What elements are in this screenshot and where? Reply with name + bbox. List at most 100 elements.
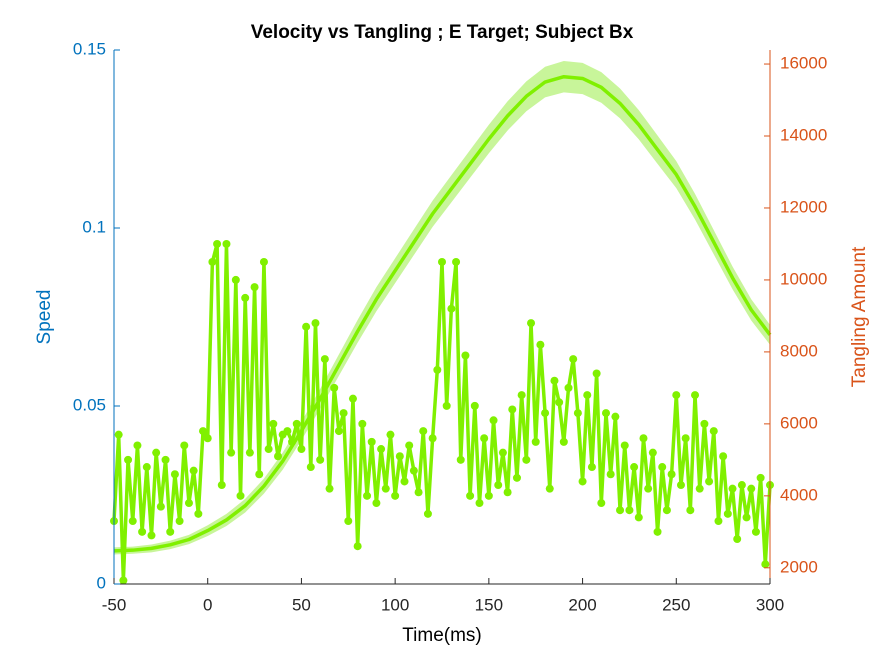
- data-point: [339, 409, 348, 418]
- data-point: [545, 484, 554, 493]
- data-point: [700, 419, 709, 428]
- data-point: [602, 409, 610, 418]
- data-point: [648, 448, 657, 457]
- data-point: [311, 319, 320, 328]
- data-point: [222, 239, 231, 248]
- data-point: [747, 484, 756, 493]
- data-point: [302, 322, 311, 331]
- data-point: [288, 437, 297, 446]
- data-point: [316, 455, 325, 464]
- data-point: [409, 466, 418, 475]
- data-point: [433, 365, 442, 374]
- data-point: [292, 419, 301, 428]
- data-point: [634, 513, 643, 522]
- data-point: [705, 477, 714, 486]
- data-point: [681, 434, 690, 443]
- data-point: [297, 445, 306, 454]
- data-point: [728, 484, 737, 493]
- data-point: [400, 477, 409, 486]
- data-point: [559, 437, 568, 446]
- data-point: [676, 481, 685, 490]
- data-point: [494, 481, 503, 490]
- data-point: [391, 491, 400, 500]
- y-tick-label: 0.05: [73, 395, 106, 414]
- data-point: [686, 506, 695, 515]
- data-point: [283, 427, 292, 436]
- data-point: [611, 412, 620, 421]
- data-point: [386, 430, 395, 439]
- data-point: [372, 499, 381, 508]
- data-point: [573, 409, 582, 418]
- data-point: [269, 419, 278, 428]
- data-point: [751, 527, 760, 536]
- x-tick-label: 300: [756, 595, 784, 614]
- data-point: [644, 484, 653, 493]
- data-point: [733, 535, 742, 544]
- y-axis-label: Speed: [34, 290, 55, 345]
- data-point: [616, 506, 625, 515]
- data-point: [442, 401, 451, 410]
- data-point: [489, 416, 498, 425]
- data-point: [695, 484, 704, 493]
- data-point: [662, 506, 671, 515]
- data-point: [184, 499, 193, 508]
- data-point: [395, 452, 404, 461]
- data-point: [213, 239, 222, 248]
- data-point: [541, 409, 550, 418]
- data-point: [555, 398, 564, 407]
- data-point: [363, 491, 372, 500]
- data-point: [236, 491, 245, 500]
- data-point: [128, 517, 137, 526]
- data-point: [522, 455, 531, 464]
- data-point: [217, 481, 226, 490]
- chart-title: Velocity vs Tangling ; E Target; Subject…: [251, 22, 634, 43]
- data-point: [709, 427, 718, 436]
- x-tick-label: 250: [662, 595, 690, 614]
- x-tick-label: 50: [292, 595, 311, 614]
- x-tick-label: 150: [475, 595, 503, 614]
- data-point: [475, 499, 484, 508]
- data-point: [438, 257, 446, 266]
- data-point: [227, 448, 236, 457]
- data-point: [583, 391, 592, 400]
- data-point: [348, 394, 357, 403]
- data-point: [405, 441, 414, 450]
- data-point: [124, 455, 133, 464]
- data-point: [667, 470, 676, 479]
- data-point: [484, 491, 493, 500]
- data-point: [658, 463, 667, 472]
- data-point: [255, 470, 264, 479]
- data-point: [498, 448, 507, 457]
- y2-tick-label: 4000: [780, 485, 818, 504]
- data-point: [344, 517, 353, 526]
- data-point: [456, 455, 465, 464]
- data-point: [161, 455, 170, 464]
- data-point: [737, 481, 746, 490]
- data-point: [381, 484, 390, 493]
- data-point: [428, 434, 437, 443]
- data-point: [231, 275, 240, 284]
- data-point: [330, 383, 339, 392]
- data-point: [334, 427, 343, 436]
- data-point: [470, 401, 479, 410]
- data-point: [325, 484, 334, 493]
- data-point: [620, 441, 629, 450]
- data-point: [503, 488, 512, 497]
- data-point: [723, 509, 732, 518]
- data-point: [203, 434, 212, 443]
- data-point: [587, 463, 596, 472]
- data-point: [756, 473, 765, 482]
- data-point: [250, 283, 259, 292]
- data-point: [447, 304, 456, 313]
- y2-tick-label: 14000: [780, 125, 827, 144]
- data-point: [147, 531, 156, 540]
- data-point: [691, 391, 700, 400]
- y2-tick-label: 2000: [780, 557, 818, 576]
- data-point: [508, 405, 517, 414]
- data-point: [306, 463, 315, 472]
- data-point: [245, 448, 254, 457]
- data-point: [569, 355, 578, 364]
- data-point: [536, 340, 545, 349]
- data-point: [452, 257, 461, 266]
